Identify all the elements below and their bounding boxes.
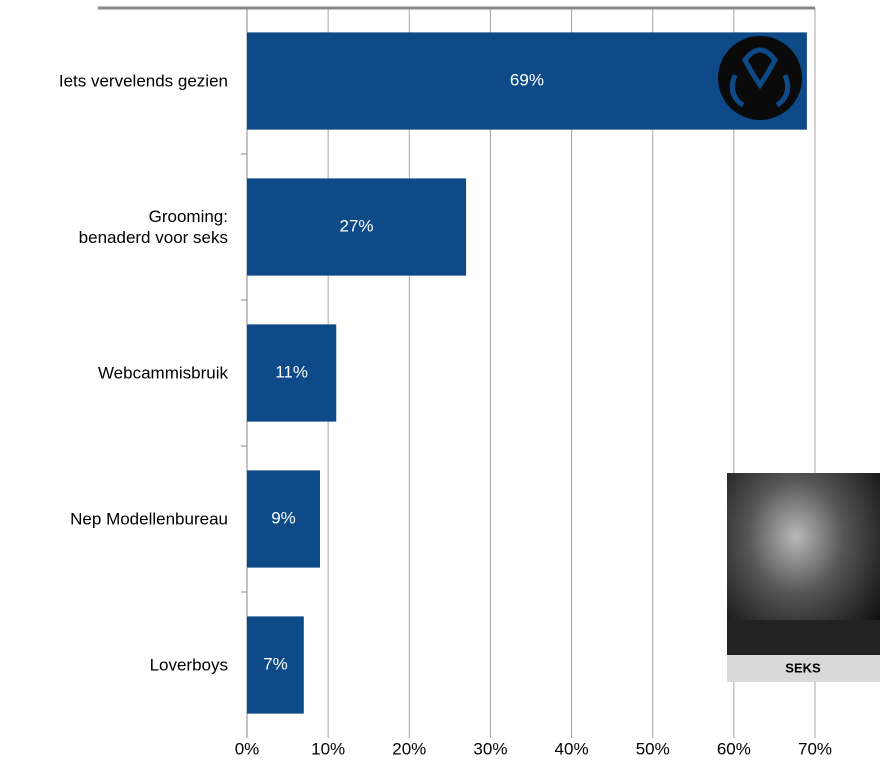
x-tick-label: 20% [392,739,426,758]
photo-caption: SEKS [785,660,821,675]
page: 0% 10% 20% 30% 40% 50% 60% 70% 69% 27% 11% 9% 7% SEKS… [0,0,883,775]
y-tick-label: Grooming: benaderd voor seks [3,206,228,248]
x-tick-label: 50% [636,739,670,758]
x-tick-label: 0% [235,739,260,758]
y-tick-label: Iets vervelends gezien [3,71,228,92]
photo-laptop [727,620,880,655]
y-tick-label: Nep Modellenbureau [3,509,228,530]
value-label: 11% [275,362,308,381]
value-label: 69% [510,70,544,89]
x-tick-label: 30% [473,739,507,758]
x-tick-label: 60% [717,739,751,758]
value-label: 9% [271,508,296,527]
value-label: 7% [263,654,288,673]
x-tick-label: 70% [798,739,832,758]
value-label: 27% [340,216,374,235]
x-tick-label: 40% [555,739,589,758]
x-tick-label: 10% [311,739,345,758]
y-tick-label: Loverboys [3,655,228,676]
y-tick-label: Webcammisbruik [3,363,228,384]
